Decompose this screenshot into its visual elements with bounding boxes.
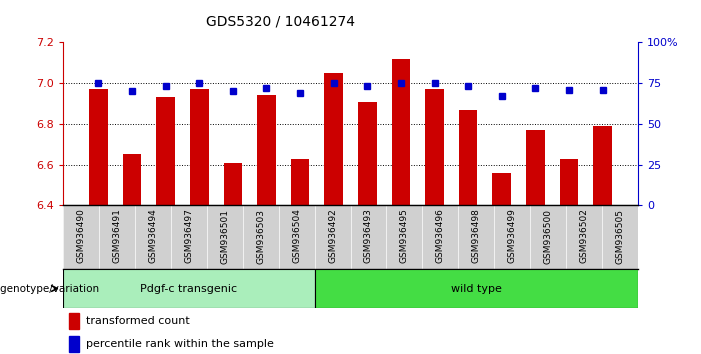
Bar [315,269,638,308]
Text: wild type: wild type [451,284,502,293]
Bar [123,154,142,205]
Bar [224,162,242,205]
Text: GSM936496: GSM936496 [436,209,445,263]
Bar [358,102,376,205]
Text: transformed count: transformed count [86,316,190,326]
Text: GSM936490: GSM936490 [76,209,86,263]
Text: GSM936492: GSM936492 [328,209,337,263]
Bar [493,173,511,205]
Text: GSM936501: GSM936501 [220,209,229,263]
Bar [392,59,410,205]
Bar [291,159,309,205]
Bar [257,95,275,205]
Bar [459,110,477,205]
Text: Pdgf-c transgenic: Pdgf-c transgenic [140,284,238,293]
Bar [69,336,79,352]
Text: GSM936503: GSM936503 [256,209,265,263]
Bar [325,73,343,205]
Text: GSM936504: GSM936504 [292,209,301,263]
Bar [593,126,612,205]
Bar [63,269,315,308]
Text: GSM936493: GSM936493 [364,209,373,263]
Text: GSM936500: GSM936500 [543,209,552,263]
Bar [190,89,208,205]
Text: GSM936505: GSM936505 [615,209,625,263]
Text: GSM936495: GSM936495 [400,209,409,263]
Bar [89,89,108,205]
Text: GDS5320 / 10461274: GDS5320 / 10461274 [206,14,355,28]
Bar [526,130,545,205]
Text: percentile rank within the sample: percentile rank within the sample [86,339,274,349]
Bar [156,97,175,205]
Bar [559,159,578,205]
Text: GSM936498: GSM936498 [472,209,481,263]
Bar [426,89,444,205]
Text: GSM936499: GSM936499 [508,209,517,263]
Text: GSM936497: GSM936497 [184,209,193,263]
Bar [69,313,79,329]
Text: GSM936491: GSM936491 [112,209,121,263]
Text: GSM936494: GSM936494 [149,209,158,263]
Text: genotype/variation: genotype/variation [0,284,102,293]
Text: GSM936502: GSM936502 [580,209,589,263]
